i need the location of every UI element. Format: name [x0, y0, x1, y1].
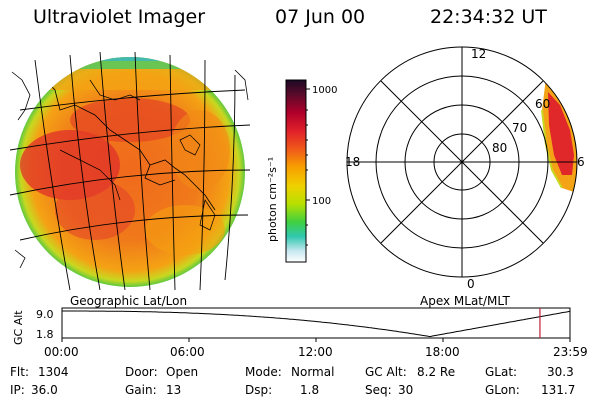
- glon-label: GLon:: [485, 383, 520, 397]
- colorbar-tick-1000: 1000: [312, 85, 337, 96]
- altitude-y-max: 9.0: [36, 308, 54, 321]
- mode-value: Normal: [291, 365, 335, 379]
- seq-value: 30: [398, 383, 414, 397]
- mlt-label-12: 12: [471, 47, 486, 61]
- glat-value: 30.3: [547, 365, 574, 379]
- colorbar-ticks: [306, 88, 310, 246]
- altitude-curve: [62, 310, 571, 338]
- lat-label-80: 80: [492, 141, 507, 155]
- app-title: Ultraviolet Imager: [33, 6, 206, 28]
- dsp-value: 1.8: [300, 383, 320, 397]
- geo-image: [9, 51, 251, 291]
- door-value: Open: [166, 365, 199, 379]
- time-tick-1800: 18:00: [425, 345, 460, 359]
- seq-label: Seq:: [365, 383, 392, 397]
- colorbar-label: photon cm⁻²s⁻¹: [266, 157, 279, 242]
- altitude-strip: [61, 307, 571, 342]
- glat-label: GLat:: [485, 365, 518, 379]
- mlt-label-0: 0: [467, 277, 475, 291]
- time-tick-0600: 06:00: [170, 345, 205, 359]
- polar-plot: [346, 46, 578, 278]
- time-tick-0000: 00:00: [44, 345, 79, 359]
- gc-alt-label: GC Alt:: [365, 365, 407, 379]
- door-label: Door:: [125, 365, 158, 379]
- flt-value: 1304: [38, 365, 69, 379]
- altitude-axis-label: GC Alt: [12, 310, 25, 345]
- colorbar: [285, 79, 307, 263]
- gc-alt-value: 8.2 Re: [417, 365, 456, 379]
- time-tick-2359: 23:59: [553, 345, 588, 359]
- flt-label: Flt:: [10, 365, 29, 379]
- lat-label-70: 70: [512, 121, 527, 135]
- mode-label: Mode:: [245, 365, 282, 379]
- gain-label: Gain:: [125, 383, 157, 397]
- altitude-y-min: 1.8: [36, 328, 54, 341]
- ip-value: 36.0: [31, 383, 58, 397]
- time-tick-1200: 12:00: [298, 345, 333, 359]
- polar-panel-label: Apex MLat/MLT: [420, 294, 510, 308]
- gain-value: 13: [166, 383, 182, 397]
- colorbar-tick-100: 100: [312, 196, 331, 207]
- dsp-label: Dsp:: [245, 383, 273, 397]
- glon-value: 131.7: [541, 383, 576, 397]
- mlt-label-6: 6: [577, 155, 585, 169]
- header-time: 22:34:32 UT: [430, 6, 547, 28]
- header-date: 07 Jun 00: [275, 6, 366, 28]
- geo-panel-label: Geographic Lat/Lon: [70, 294, 188, 308]
- lat-label-60: 60: [535, 97, 550, 111]
- ip-label: IP:: [10, 383, 25, 397]
- mlt-label-18: 18: [345, 155, 360, 169]
